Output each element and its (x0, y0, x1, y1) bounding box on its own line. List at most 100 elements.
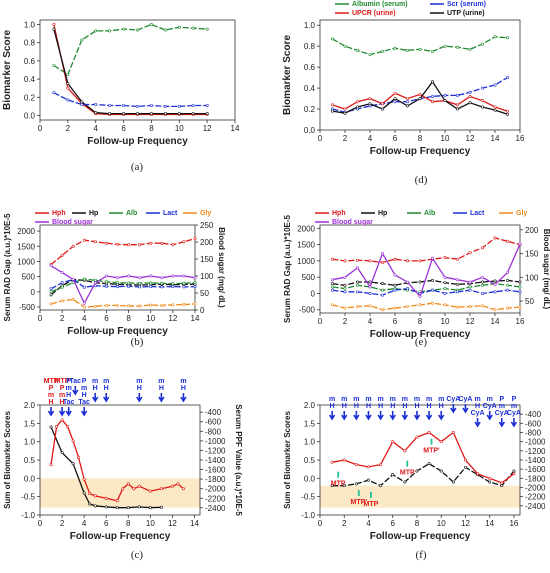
data-point (49, 425, 53, 429)
x-tick-label: 8 (149, 124, 154, 133)
data-point (205, 27, 209, 31)
data-point (368, 304, 372, 308)
data-point (418, 280, 422, 284)
x-tick-label: 0 (318, 519, 323, 528)
series-line-2 (53, 28, 208, 115)
annotation-text: P (499, 396, 504, 403)
treatment-label: MTP (400, 470, 415, 477)
down-arrow-icon (462, 404, 469, 414)
x-tick-label: 6 (121, 124, 126, 133)
data-point (149, 112, 153, 116)
y2-axis-label: Blood sugar (mg/ dL) (542, 229, 550, 310)
data-point (380, 107, 384, 111)
data-point (115, 499, 119, 503)
data-point (480, 304, 484, 308)
data-point (149, 281, 153, 285)
data-point (443, 291, 447, 295)
annotation-text: H (378, 403, 383, 410)
x-tick-label: 6 (104, 519, 109, 528)
data-point (480, 86, 484, 90)
annotation-text: m (329, 396, 335, 403)
data-point (480, 275, 484, 279)
down-arrow-icon (80, 407, 88, 417)
annotation-text: m (402, 396, 408, 403)
data-point (518, 280, 522, 284)
y2-tick-label: -1400 (525, 456, 546, 465)
x-tick-label: 4 (368, 134, 373, 143)
data-point (193, 281, 197, 285)
data-point (55, 425, 59, 429)
data-point (368, 291, 372, 295)
data-point (403, 449, 407, 453)
y2-tick-label: -400 (525, 410, 542, 419)
x-tick-label: 16 (509, 519, 518, 528)
data-point (149, 274, 153, 278)
data-point (430, 256, 434, 260)
data-point (505, 109, 509, 113)
data-point (493, 236, 497, 240)
data-point (451, 430, 455, 434)
data-point (463, 465, 467, 469)
annotation-text: m (59, 392, 65, 399)
data-point (355, 48, 359, 52)
y-tick-label: 0.0 (24, 111, 36, 120)
data-point (104, 284, 108, 288)
data-point (455, 278, 459, 282)
data-point (480, 246, 484, 250)
data-point (393, 46, 397, 50)
data-point (116, 281, 120, 285)
data-point (60, 271, 64, 275)
y2-tick-label: -2400 (525, 502, 546, 511)
data-point (49, 463, 53, 467)
data-point (191, 26, 195, 30)
down-arrow-icon (401, 411, 409, 421)
series-line-0 (50, 238, 196, 266)
data-point (193, 302, 197, 306)
data-point (468, 47, 472, 51)
x-tick-label: 10 (146, 314, 155, 323)
y2-tick-label: -2000 (205, 485, 226, 494)
data-point (66, 82, 70, 86)
series-line-5 (332, 243, 521, 298)
data-point (93, 240, 97, 244)
data-point (93, 304, 97, 308)
x-tick-label: 10 (441, 134, 450, 143)
data-point (418, 92, 422, 96)
y-axis-label: Serum RAD Gap (a.u.)*10E-5 (3, 213, 12, 322)
x-tick-label: 14 (190, 519, 199, 528)
data-point (493, 35, 497, 39)
series-line-0 (332, 36, 508, 56)
data-point (108, 112, 112, 116)
down-arrow-icon (365, 411, 372, 421)
y2-axis-label: Serum PPF Value (a.u.)*10E-5 (234, 404, 243, 516)
data-point (115, 506, 119, 510)
y-tick-label: 1.0 (24, 21, 36, 30)
data-point (104, 274, 108, 278)
data-point (176, 482, 180, 486)
data-point (418, 97, 422, 101)
panel-caption: (b) (131, 336, 144, 348)
annotation-text: H (104, 385, 109, 392)
data-point (366, 465, 370, 469)
panel-caption: (d) (415, 174, 428, 186)
x-axis-label: Follow-up Frequency (370, 329, 471, 340)
data-point (94, 29, 98, 33)
treatment-label: MTP' (351, 499, 368, 506)
annotation-text: H (49, 399, 54, 406)
data-point (160, 303, 164, 307)
data-point (104, 303, 108, 307)
legend-entry: Alb (424, 210, 435, 217)
series-line-4 (50, 298, 196, 308)
data-point (518, 305, 522, 309)
data-point (405, 48, 409, 52)
annotation-text: H (60, 399, 65, 406)
down-arrow-icon (486, 411, 493, 421)
data-point (500, 481, 504, 485)
down-arrow-icon (180, 393, 187, 403)
annotation-text: m (103, 378, 109, 385)
data-point (443, 275, 447, 279)
down-arrow-icon (328, 411, 336, 421)
data-point (380, 288, 384, 292)
data-point (80, 100, 84, 104)
y-tick-label: 500 (302, 273, 316, 282)
